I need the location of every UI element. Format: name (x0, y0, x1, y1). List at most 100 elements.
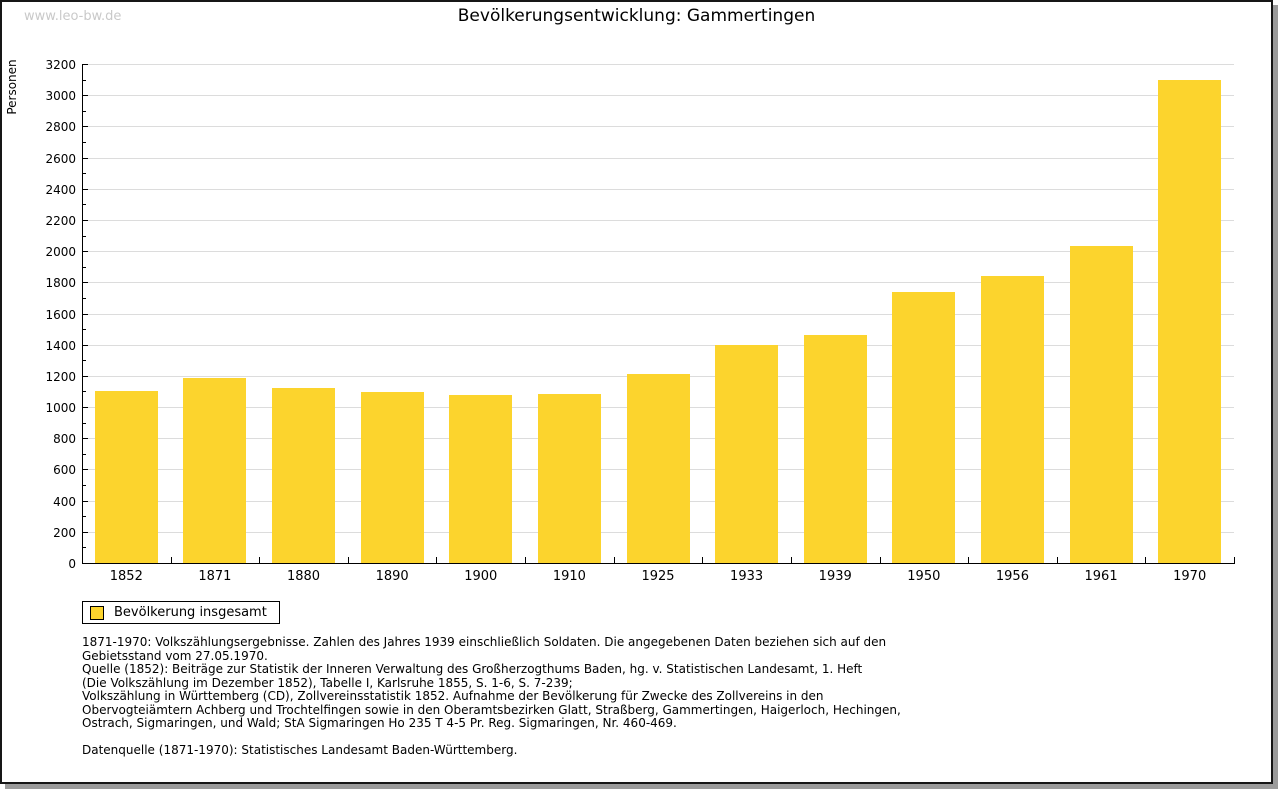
gridline-y-2000 (82, 251, 1234, 253)
y-tick-label-2000: 2000 (45, 245, 76, 260)
legend-label: Bevölkerung insgesamt (114, 605, 267, 620)
x-tick-6 (613, 557, 615, 563)
y-tick-3200 (82, 64, 88, 65)
y-tick-label-200: 200 (53, 525, 76, 540)
y-tick-1800 (82, 282, 88, 284)
y-tick-label-1800: 1800 (45, 276, 76, 291)
y-tick-label-1000: 1000 (45, 401, 76, 416)
y-tick-1900 (82, 266, 86, 268)
gridline-y-2800 (82, 126, 1234, 128)
x-tick-label-1880: 1880 (286, 569, 321, 584)
bar-1961 (1069, 246, 1133, 563)
y-tick-label-3200: 3200 (45, 58, 76, 72)
bar-1950 (892, 291, 956, 563)
x-tick-5 (525, 557, 527, 563)
y-tick-1700 (82, 297, 86, 299)
datasource-line: Datenquelle (1871-1970): Statistisches L… (82, 743, 518, 757)
footnote-line-1: 1871-1970: Volkszählungsergebnisse. Zahl… (82, 635, 887, 649)
x-tick-label-1871: 1871 (198, 569, 232, 584)
y-tick-600 (82, 469, 88, 471)
y-tick-2000 (82, 251, 88, 253)
y-tick-label-2800: 2800 (45, 120, 76, 135)
gridline-y-1600 (82, 313, 1234, 315)
x-tick-4 (436, 557, 438, 563)
gridline-y-2400 (82, 188, 1234, 190)
x-tick-1 (170, 557, 172, 563)
bar-1933 (715, 344, 779, 563)
footnote-line-4: (Die Volkszählung im Dezember 1852), Tab… (82, 675, 573, 690)
y-tick-2100 (82, 235, 86, 237)
x-tick-label-1956: 1956 (995, 569, 1029, 584)
gridline-y-3200 (82, 64, 1234, 65)
y-tick-400 (82, 500, 88, 502)
chart-title: Bevölkerungsentwicklung: Gammertingen (457, 6, 816, 26)
y-tick-2700 (82, 141, 86, 143)
y-tick-label-800: 800 (53, 432, 76, 447)
y-tick-3100 (82, 79, 86, 81)
y-tick-1500 (82, 329, 86, 331)
y-tick-1600 (82, 313, 88, 315)
y-tick-200 (82, 531, 88, 533)
y-tick-500 (82, 485, 86, 487)
y-tick-label-1600: 1600 (45, 307, 76, 322)
x-tick-label-1900: 1900 (464, 569, 498, 584)
x-tick-11 (1056, 557, 1058, 563)
legend-box: Bevölkerung insgesamt (82, 601, 280, 624)
x-axis-line (82, 563, 1235, 564)
bar-1880 (272, 387, 336, 563)
y-tick-label-1400: 1400 (45, 338, 76, 353)
footnote-line-3: Quelle (1852): Beiträge zur Statistik de… (82, 662, 863, 676)
y-tick-2300 (82, 204, 86, 206)
footnote-line-7: Ostrach, Sigmaringen, und Wald; StA Sigm… (82, 716, 677, 730)
y-tick-1200 (82, 375, 88, 377)
x-tick-9 (879, 557, 881, 563)
y-tick-label-1200: 1200 (45, 369, 76, 384)
x-tick-label-1950: 1950 (907, 569, 941, 584)
gridline-y-2600 (82, 157, 1234, 159)
x-tick-2 (259, 557, 261, 563)
bar-1925 (626, 374, 690, 563)
y-tick-700 (82, 453, 86, 455)
y-tick-2400 (82, 188, 88, 190)
gridline-y-1800 (82, 282, 1234, 284)
gridline-y-1400 (82, 344, 1234, 346)
y-tick-label-600: 600 (53, 463, 76, 478)
x-tick-8 (790, 557, 792, 563)
y-tick-label-3000: 3000 (45, 89, 76, 104)
y-tick-2800 (82, 126, 88, 128)
x-tick-label-1925: 1925 (641, 569, 675, 584)
x-tick-label-1890: 1890 (375, 569, 409, 584)
footnote-line-2: Gebietsstand vom 27.05.1970. (82, 648, 268, 663)
bar-1956 (980, 276, 1044, 563)
bar-chart: Personen 0 200 400 600 800 1000 1200 1400 1600 18… (2, 2, 1271, 602)
y-tick-2600 (82, 157, 88, 159)
gridline-y-2200 (82, 219, 1234, 221)
bar-1871 (183, 378, 247, 563)
footnote-line-5: Volkszählung in Württemberg (CD), Zollve… (82, 689, 824, 703)
y-tick-1100 (82, 391, 86, 393)
x-tick-7 (702, 557, 704, 563)
y-tick-2500 (82, 173, 86, 175)
bar-1900 (449, 394, 513, 563)
x-tick-label-1852: 1852 (109, 569, 143, 584)
y-tick-3000 (82, 95, 88, 97)
footnote-line-6: Obervogteiämtern Achberg und Trochtelfin… (82, 702, 901, 717)
y-tick-1300 (82, 360, 86, 362)
y-tick-300 (82, 516, 86, 518)
y-tick-2900 (82, 110, 86, 112)
footnotes-block: 1871-1970: Volkszählungsergebnisse. Zahl… (82, 635, 1232, 731)
y-axis-line (82, 64, 83, 563)
y-tick-label-0: 0 (68, 557, 76, 571)
x-tick-3 (347, 557, 349, 563)
x-tick-label-1970: 1970 (1173, 569, 1207, 584)
y-tick-label-2600: 2600 (45, 151, 76, 166)
y-axis-label: Personen (5, 59, 19, 115)
y-tick-label-400: 400 (53, 494, 76, 509)
y-tick-1000 (82, 407, 88, 409)
bar-1970 (1158, 79, 1222, 563)
y-tick-label-2400: 2400 (45, 182, 76, 197)
x-tick-12 (1145, 557, 1147, 563)
x-tick-label-1910: 1910 (552, 569, 586, 584)
bar-1852 (94, 391, 158, 563)
